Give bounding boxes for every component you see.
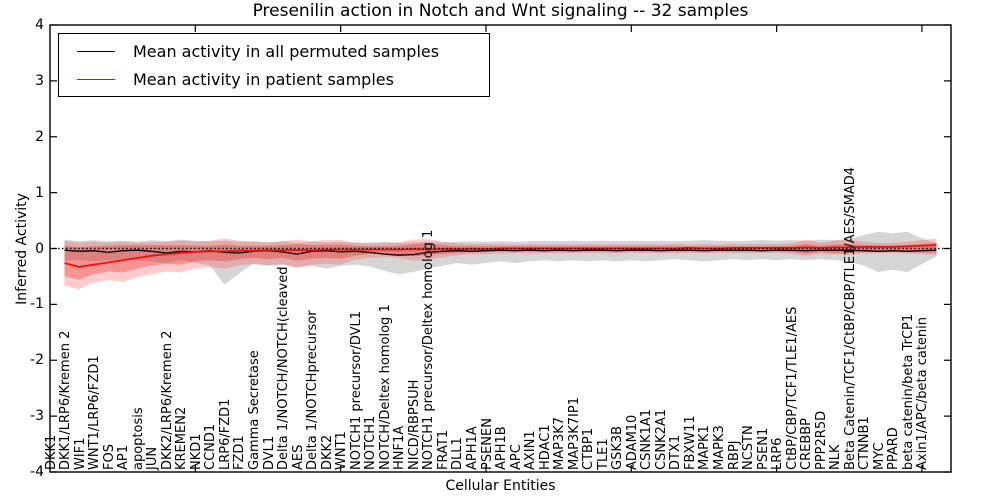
x-category-label: LRP6/FZD1	[217, 398, 233, 470]
x-category-label: DKK2	[319, 434, 335, 470]
x-category-label: PPP2R5D	[813, 410, 829, 470]
x-category-label: APH1B	[494, 426, 510, 470]
x-category-label: Axin1/APC/beta catenin	[915, 316, 931, 470]
x-category-label: CREBBP	[799, 418, 815, 470]
x-category-label: FRAT1	[435, 429, 451, 470]
x-category-label: NOTCH/Deltex homolog 1	[377, 304, 393, 470]
y-tick-label: -2	[30, 352, 44, 369]
x-category-label: CtBP/CBP/TCF1/TLE1/AES	[784, 306, 800, 470]
y-tick-label: 4	[35, 17, 44, 33]
x-category-label: MAP3K7	[552, 416, 568, 470]
y-tick-label: -4	[30, 464, 44, 480]
legend-label: Mean activity in all permuted samples	[133, 41, 440, 61]
red-line-swatch-icon	[77, 78, 115, 80]
x-category-label: DKK1/LRP6/Kremen 2	[58, 330, 74, 470]
x-category-label: NCSTN	[741, 425, 757, 470]
x-category-label: PSENEN	[479, 418, 495, 470]
x-category-label: APH1A	[464, 426, 480, 470]
x-category-label: AES	[290, 444, 306, 470]
y-tick-label: 1	[35, 184, 44, 201]
x-category-label: DVL1	[261, 435, 277, 470]
x-category-label: CCND1	[203, 423, 219, 470]
x-category-label: Delta 1/NOTCHprecursor	[305, 310, 321, 470]
x-category-label: PPARD	[886, 427, 902, 470]
chart-title: Presenilin action in Notch and Wnt signa…	[252, 1, 749, 21]
x-category-label: DKK2/LRP6/Kremen 2	[159, 330, 175, 470]
x-category-label: ADAM10	[624, 414, 640, 470]
x-category-label: AXIN1	[523, 430, 539, 470]
x-category-label: APC	[508, 444, 524, 470]
x-category-label: RBPJ	[726, 440, 742, 470]
x-category-label: beta catenin/beta TrCP1	[900, 313, 916, 470]
patient-band-outer	[64, 238, 937, 290]
x-category-label: HNF1A	[392, 425, 408, 470]
x-category-label: NICD/RBPSUH	[406, 379, 422, 470]
x-category-label: MYC	[871, 442, 887, 470]
y-tick-label: 3	[35, 72, 44, 89]
x-category-label: KREMEN2	[174, 406, 190, 470]
x-category-label: CSNK1A1	[639, 408, 655, 470]
x-category-label: NLK	[828, 444, 844, 471]
x-category-label: NOTCH1	[363, 415, 379, 470]
x-category-label: MAP3K7IP1	[566, 397, 582, 470]
x-category-label: AP1	[116, 444, 132, 470]
x-category-label: FZD1	[232, 435, 248, 470]
y-tick-label: -1	[30, 296, 44, 313]
legend-item-permuted: Mean activity in all permuted samples	[71, 42, 477, 61]
x-category-label: Gamma Secretase	[246, 350, 262, 470]
x-category-label: DTX1	[668, 434, 684, 470]
legend: Mean activity in all permuted samples Me…	[58, 33, 490, 97]
black-line-swatch-icon	[77, 50, 115, 52]
x-category-label: TLE1	[595, 438, 611, 470]
x-category-label: NOTCH1 precursor/DVL1	[348, 310, 364, 470]
x-category-label: FBXW11	[682, 415, 698, 470]
x-category-label: GSK3B	[610, 425, 626, 470]
x-category-label: DLL1	[450, 437, 466, 470]
legend-item-patient: Mean activity in patient samples	[71, 70, 477, 89]
x-category-label: WNT1/LRP6/FZD1	[87, 355, 103, 470]
x-category-label: WNT1	[334, 431, 350, 470]
x-category-label: CTBP1	[581, 427, 597, 470]
x-category-label: WIF1	[72, 437, 88, 470]
y-tick-label: -3	[30, 408, 44, 425]
x-category-label: MAPK3	[712, 425, 728, 470]
x-category-label: DKK1	[43, 434, 59, 470]
legend-label: Mean activity in patient samples	[133, 69, 394, 89]
y-tick-label: 0	[35, 240, 44, 257]
x-category-label: MAPK1	[697, 425, 713, 470]
x-category-label: NOTCH1 precursor/Deltex homolog 1	[421, 229, 437, 470]
x-category-label: HDAC1	[537, 424, 553, 470]
permuted-band	[64, 231, 937, 285]
x-category-label: apoptosis	[130, 407, 146, 470]
x-category-label: CSNK2A1	[653, 408, 669, 470]
x-category-label: FOS	[101, 444, 117, 470]
x-category-label: JUN	[145, 446, 161, 470]
x-category-label: PSEN1	[755, 427, 771, 470]
x-category-label: Delta 1/NOTCH/NOTCH(cleaved	[276, 266, 292, 470]
y-tick-label: 2	[35, 128, 44, 145]
x-category-label: LRP6	[770, 437, 786, 470]
x-category-label: Beta Catenin/TCF1/CtBP/CBP/TLE1/AES/SMAD…	[842, 166, 858, 470]
x-category-label: NKD1	[188, 433, 204, 470]
x-category-label: CTNNB1	[857, 416, 873, 470]
x-axis-label: Cellular Entities	[445, 478, 556, 494]
